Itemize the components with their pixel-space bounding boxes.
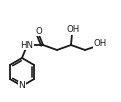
Text: O: O — [36, 27, 42, 35]
Text: HN: HN — [20, 40, 34, 49]
Text: N: N — [19, 81, 25, 90]
Text: OH: OH — [66, 26, 80, 34]
Text: OH: OH — [93, 39, 107, 48]
